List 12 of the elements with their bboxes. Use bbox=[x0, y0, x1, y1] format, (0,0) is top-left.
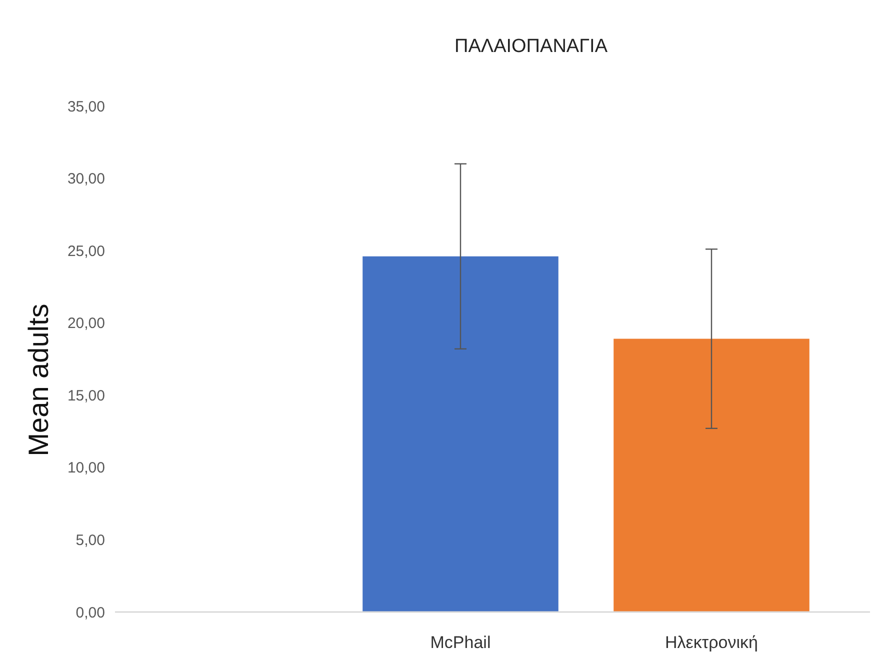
y-tick-label: 0,00 bbox=[76, 604, 105, 622]
y-tick-label: 15,00 bbox=[67, 387, 105, 404]
chart-title: ΠΑΛΑΙΟΠΑΝΑΓΙΑ bbox=[454, 36, 608, 57]
y-tick-label: 5,00 bbox=[76, 532, 105, 549]
y-tick-label: 35,00 bbox=[67, 98, 105, 116]
y-tick-label: 10,00 bbox=[67, 460, 105, 477]
x-tick-label: McPhail bbox=[430, 633, 491, 652]
y-tick-label: 30,00 bbox=[67, 170, 105, 188]
x-tick-label: Ηλεκτρονική bbox=[665, 633, 758, 652]
y-tick-label: 25,00 bbox=[67, 242, 105, 260]
y-tick-label: 20,00 bbox=[67, 315, 105, 332]
y-axis-title: Mean adults bbox=[23, 304, 54, 456]
